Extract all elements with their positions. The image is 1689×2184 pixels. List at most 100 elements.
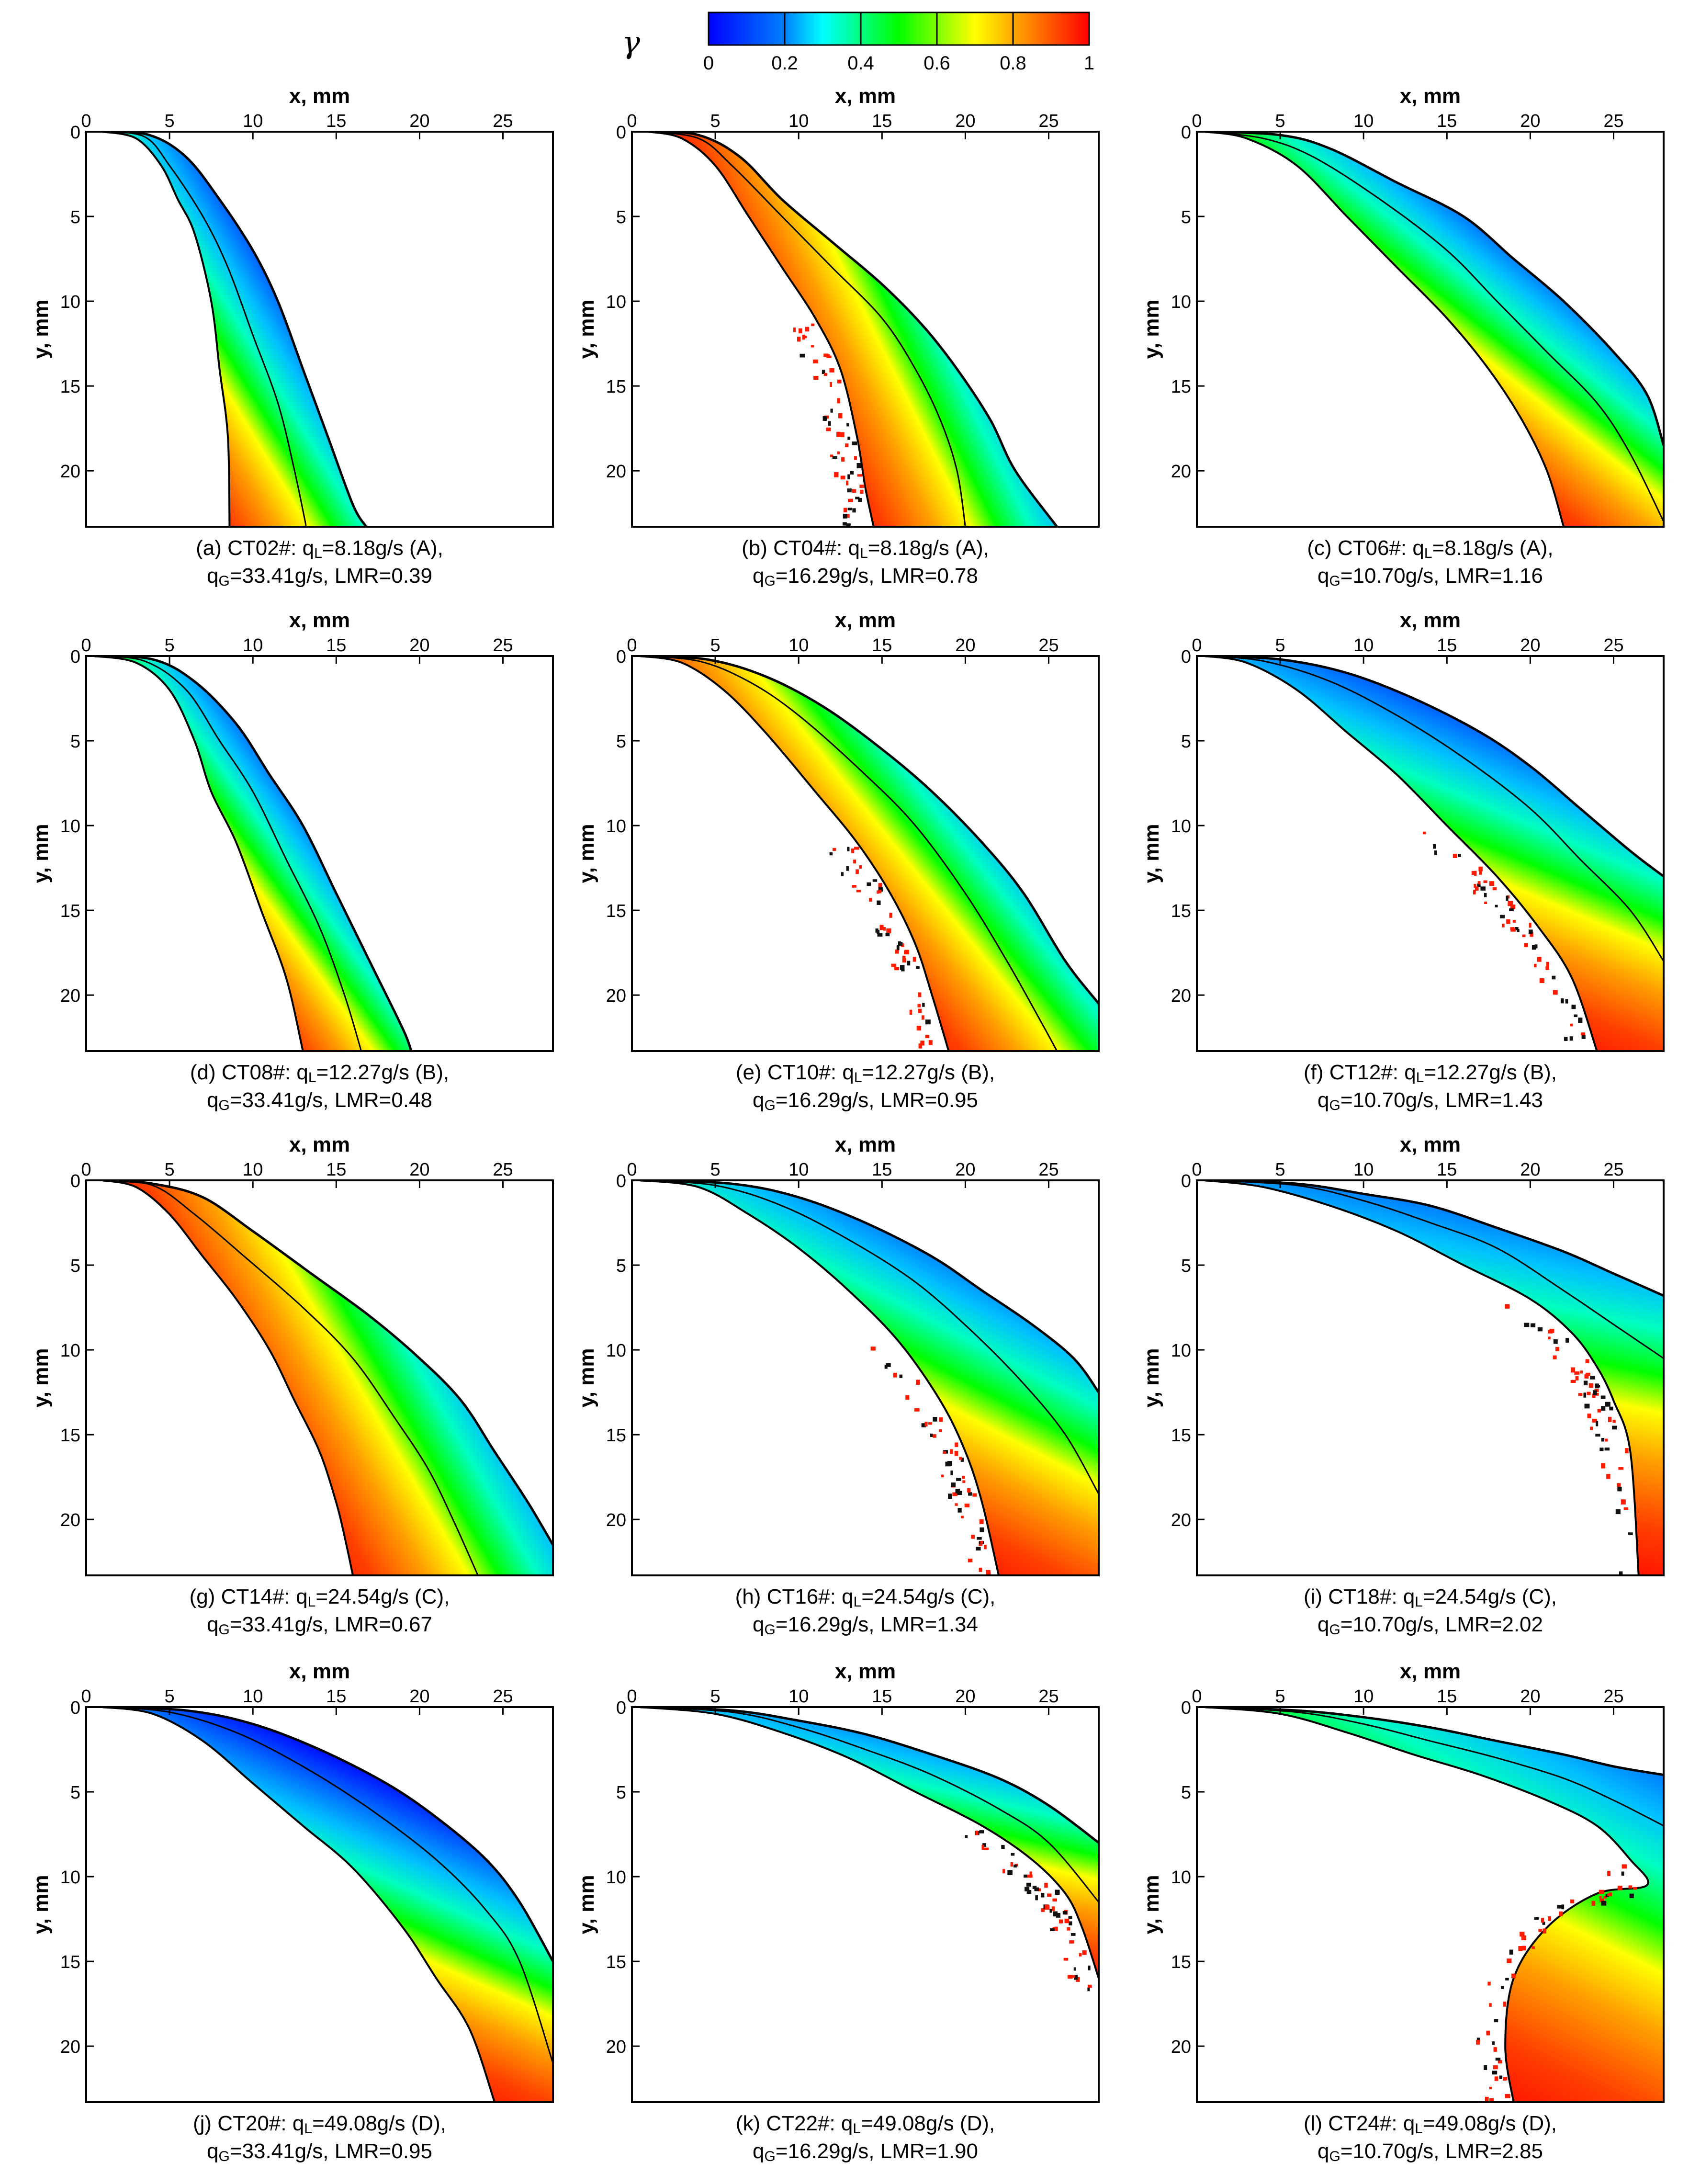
inner-boundary — [94, 656, 304, 1051]
qg-symbol: qG — [206, 1088, 230, 1113]
panel-l: 0 5 10 15 20 25 x, mm 0 5 10 15 20 y, mm — [1140, 1660, 1665, 2103]
qg-value: =16.29g/s, LMR=1.34 — [775, 1613, 978, 1636]
panel-d: 0 5 10 15 20 25 x, mm 0 5 10 15 20 y, mm — [29, 609, 554, 1052]
droplet — [1064, 1918, 1070, 1924]
ql-symbol: qL — [1404, 1061, 1424, 1086]
droplet — [846, 514, 850, 518]
droplet — [859, 485, 864, 488]
droplet — [1542, 1922, 1545, 1925]
ql-symbol: qL — [848, 536, 868, 561]
x-tick-label: 5 — [710, 111, 721, 131]
droplet — [1509, 908, 1514, 911]
droplet — [1453, 854, 1457, 858]
caption-label: (k) CT22#: — [735, 2112, 841, 2135]
droplet — [965, 1835, 968, 1838]
y-tick-label: 5 — [1181, 1256, 1191, 1276]
droplet — [1484, 2065, 1487, 2070]
x-tick-label: 5 — [1275, 1686, 1285, 1707]
y-axis-label: y, mm — [29, 824, 53, 883]
droplet — [847, 474, 850, 480]
inner-boundary — [1205, 656, 1598, 1051]
droplet — [971, 1535, 975, 1539]
droplet — [858, 498, 862, 502]
outer-boundary — [1205, 132, 1664, 446]
x-tick-label: 15 — [326, 111, 346, 131]
droplet — [956, 1478, 961, 1481]
droplet — [1069, 1921, 1072, 1925]
inner-boundary — [1205, 1707, 1649, 2102]
y-axis-label: y, mm — [1140, 1348, 1163, 1408]
droplet — [1591, 1901, 1596, 1906]
droplet — [954, 1451, 958, 1456]
droplet — [1507, 1958, 1512, 1963]
droplet — [950, 1449, 953, 1454]
droplet — [1458, 854, 1461, 858]
droplet — [979, 1567, 982, 1572]
droplet-scatter — [793, 323, 864, 527]
droplet — [962, 1476, 965, 1479]
ql-symbol: qL — [842, 1061, 862, 1086]
droplet — [1049, 1909, 1052, 1913]
droplet — [830, 454, 833, 457]
caption-line-2: qG=16.29g/s, LMR=0.78 — [612, 562, 1119, 590]
droplet — [1625, 1448, 1629, 1454]
droplet — [1583, 1392, 1587, 1398]
caption-line-1: (d) CT08#: qL=12.27g/s (B), — [66, 1059, 574, 1086]
droplet — [1069, 1940, 1074, 1944]
droplet — [1587, 1392, 1591, 1395]
droplet — [1600, 1395, 1606, 1399]
x-tick-label: 10 — [243, 1686, 263, 1707]
droplet — [1522, 934, 1526, 937]
droplet — [918, 1008, 922, 1013]
droplet — [1588, 1383, 1594, 1388]
plot-frame — [631, 1179, 1100, 1576]
droplet — [1531, 1946, 1535, 1949]
droplet — [1492, 887, 1497, 891]
y-tick-label: 0 — [70, 1698, 80, 1718]
x-tick-label: 25 — [1603, 635, 1623, 656]
droplet — [843, 514, 847, 519]
colorbar-tick-label: 0.8 — [1000, 53, 1026, 74]
droplet — [1493, 2065, 1498, 2070]
droplet — [805, 327, 810, 332]
panel-caption-d: (d) CT08#: qL=12.27g/s (B), qG=33.41g/s, … — [66, 1059, 574, 1114]
colorbar: γ 0 0.2 0.4 0.6 0.8 1 — [622, 11, 1094, 74]
caption-line-1: (h) CT16#: qL=24.54g/s (C), — [612, 1583, 1119, 1611]
droplet — [868, 898, 872, 902]
droplet — [1072, 1975, 1075, 1978]
droplet — [1506, 919, 1510, 924]
x-tick-label: 20 — [1520, 635, 1540, 656]
mid-contour — [1205, 656, 1664, 962]
droplet — [877, 900, 881, 905]
x-axis-label: x, mm — [835, 84, 896, 108]
droplet — [904, 951, 909, 954]
x-tick-label: 5 — [165, 635, 175, 656]
droplet — [1055, 1890, 1060, 1895]
caption-line-1: (i) CT18#: qL=24.54g/s (C), — [1177, 1583, 1684, 1611]
x-tick-label: 0 — [81, 1160, 91, 1180]
ql-value: =12.27g/s (B), — [1424, 1061, 1557, 1084]
droplet — [878, 883, 882, 888]
panel-f: 0 5 10 15 20 25 x, mm 0 5 10 15 20 y, mm — [1140, 609, 1665, 1052]
droplet — [1555, 1347, 1559, 1351]
droplet — [1512, 920, 1516, 923]
droplet — [1422, 831, 1426, 835]
droplet-scatter — [1505, 1304, 1633, 1575]
droplet — [939, 1429, 942, 1432]
droplet — [1010, 1862, 1013, 1867]
x-tick-label: 20 — [1520, 1160, 1540, 1180]
panel-caption-i: (i) CT18#: qL=24.54g/s (C), qG=10.70g/s, … — [1177, 1583, 1684, 1639]
droplet — [1047, 1893, 1052, 1897]
droplet — [1520, 1932, 1525, 1937]
droplet — [1617, 1886, 1622, 1890]
ql-value: =49.08g/s (D), — [312, 2112, 447, 2135]
y-tick-label: 0 — [1181, 647, 1191, 667]
droplet — [1471, 871, 1475, 875]
droplet — [1050, 1928, 1055, 1931]
droplet — [1584, 1374, 1589, 1379]
y-tick-label: 20 — [1171, 2037, 1191, 2057]
droplet — [916, 1380, 920, 1385]
x-tick-label: 0 — [627, 1160, 637, 1180]
x-tick-label: 25 — [1603, 1160, 1623, 1180]
droplet — [918, 1043, 923, 1049]
